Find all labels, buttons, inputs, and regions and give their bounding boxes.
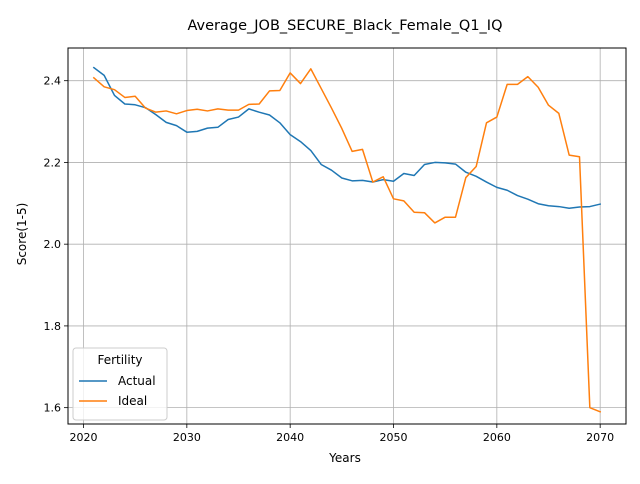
y-tick-label: 2.4 bbox=[44, 75, 62, 88]
y-tick-label: 1.6 bbox=[44, 402, 62, 415]
axes-frame bbox=[67, 47, 627, 425]
legend-box bbox=[72, 347, 168, 421]
series-line-actual bbox=[92, 66, 602, 209]
x-tick-label: 2030 bbox=[173, 431, 201, 444]
legend-title: Fertility bbox=[97, 353, 142, 367]
series-layer bbox=[92, 66, 602, 413]
series-line-ideal bbox=[92, 68, 602, 413]
x-axis-label: Years bbox=[328, 451, 361, 465]
chart-title: Average_JOB_SECURE_Black_Female_Q1_IQ bbox=[187, 18, 502, 34]
x-tick-label: 2070 bbox=[586, 431, 614, 444]
x-tick-label: 2040 bbox=[276, 431, 304, 444]
x-tick-label: 2020 bbox=[70, 431, 98, 444]
y-tick-label: 2.0 bbox=[44, 238, 62, 251]
y-tick-label: 1.8 bbox=[44, 320, 62, 333]
legend: Fertility Actual Ideal bbox=[72, 347, 168, 421]
legend-label-ideal: Ideal bbox=[118, 394, 147, 408]
axis-ticks: 2020 2030 2040 2050 2060 2070 1.6 1.8 2.0 2.2 2.4 bbox=[44, 75, 615, 444]
x-tick-label: 2060 bbox=[483, 431, 511, 444]
x-tick-label: 2050 bbox=[380, 431, 408, 444]
y-axis-label: Score(1-5) bbox=[15, 203, 29, 266]
grid-lines bbox=[68, 48, 626, 424]
legend-label-actual: Actual bbox=[118, 374, 156, 388]
y-tick-label: 2.2 bbox=[44, 156, 62, 169]
